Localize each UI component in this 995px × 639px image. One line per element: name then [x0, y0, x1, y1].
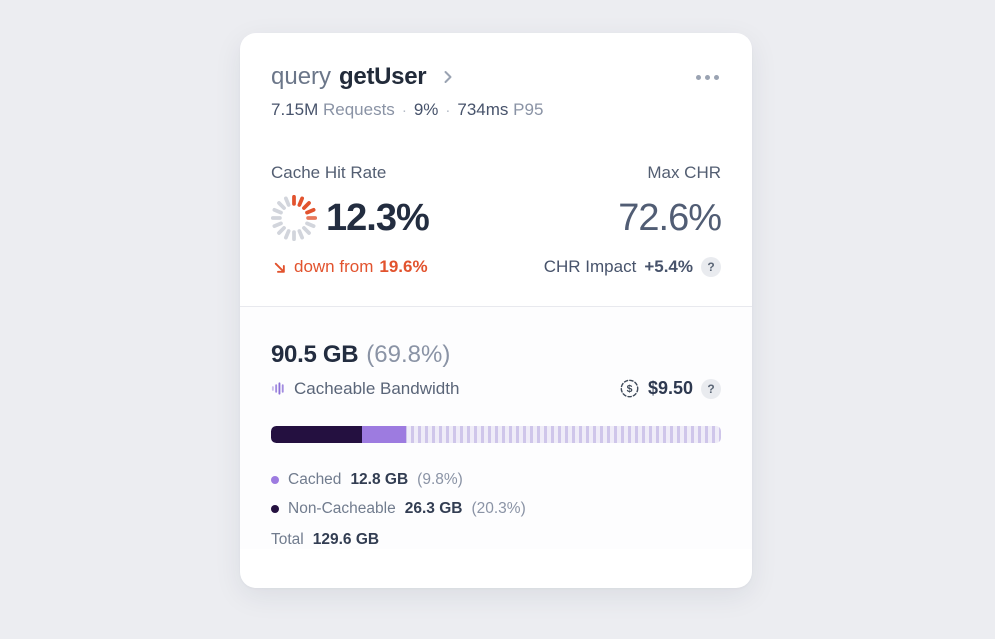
- latency-value: 734ms: [457, 100, 509, 119]
- bandwidth-section: 90.5 GB (69.8%) Cacheable Bandwidth $ $9…: [240, 307, 752, 549]
- legend-dot: [271, 505, 279, 513]
- cache-hit-rate-value: 12.3%: [326, 196, 430, 239]
- requests-label: Requests: [322, 100, 395, 119]
- bar-segment-cached: [362, 426, 407, 443]
- cache-hit-gauge-icon: [271, 195, 317, 241]
- legend-item-cached: Cached 12.8 GB (9.8%): [271, 471, 721, 489]
- bandwidth-header: 90.5 GB (69.8%): [271, 341, 721, 369]
- chr-labels-row: Cache Hit Rate Max CHR: [271, 163, 721, 183]
- total-label: Total: [271, 531, 304, 548]
- cacheable-bandwidth-label: Cacheable Bandwidth: [294, 378, 460, 398]
- legend-name: Non-Cacheable: [288, 500, 396, 517]
- chr-impact: CHR Impact +5.4% ?: [544, 257, 721, 277]
- cacheable-amount: 90.5 GB: [271, 341, 359, 368]
- bandwidth-legend: Cached 12.8 GB (9.8%) Non-Cacheable 26.3…: [271, 471, 721, 518]
- cost-help-button[interactable]: ?: [701, 378, 721, 399]
- stat-separator: ·: [445, 101, 451, 119]
- trend-value: 19.6%: [379, 257, 428, 276]
- query-type-label: query: [271, 63, 332, 90]
- bandwidth-label-row: Cacheable Bandwidth $ $9.50 ?: [271, 378, 721, 399]
- chr-subrow: down from 19.6% CHR Impact +5.4% ?: [271, 257, 721, 277]
- query-metrics-card: query getUser 7.15M Requests · 9% · 734m…: [240, 33, 752, 588]
- chr-values-row: 12.3% 72.6%: [271, 192, 722, 244]
- cache-hit-rate-label: Cache Hit Rate: [271, 163, 387, 182]
- stat-separator: ·: [401, 101, 407, 119]
- bar-segment-non-cacheable: [271, 426, 363, 443]
- bandwidth-bar: [271, 426, 721, 443]
- legend-percent: (9.8%): [417, 471, 463, 488]
- trend-indicator: down from 19.6%: [271, 257, 428, 277]
- chr-impact-value: +5.4%: [644, 257, 693, 276]
- svg-text:$: $: [627, 383, 633, 395]
- max-chr-label: Max CHR: [647, 163, 721, 182]
- total-value: 129.6 GB: [312, 531, 380, 548]
- section-divider: [240, 306, 752, 307]
- dollar-circle-icon: $: [620, 379, 639, 398]
- legend-value: 12.8 GB: [350, 471, 409, 488]
- latency-label: P95: [513, 100, 544, 119]
- more-menu-button[interactable]: [694, 69, 721, 86]
- query-stats: 7.15M Requests · 9% · 734ms P95: [271, 100, 721, 120]
- trend-text: down from: [294, 257, 374, 276]
- bandwidth-icon: [271, 382, 284, 395]
- query-title-link[interactable]: query getUser: [271, 63, 458, 91]
- rate-value: 9%: [413, 100, 439, 119]
- legend-dot: [271, 476, 279, 484]
- cacheable-percent: (69.8%): [366, 341, 451, 368]
- arrow-down-right-icon: [274, 262, 285, 273]
- legend-name: Cached: [288, 471, 342, 488]
- chr-impact-label: CHR Impact: [543, 257, 637, 276]
- chr-impact-help-button[interactable]: ?: [701, 257, 721, 277]
- max-chr-value: 72.6%: [618, 196, 722, 239]
- query-name: getUser: [339, 63, 427, 90]
- total-row: Total 129.6 GB: [271, 531, 721, 549]
- legend-item-non-cacheable: Non-Cacheable 26.3 GB (20.3%): [271, 500, 721, 518]
- cost-value: $9.50: [647, 378, 693, 398]
- legend-value: 26.3 GB: [404, 500, 463, 517]
- legend-percent: (20.3%): [471, 500, 526, 517]
- requests-value: 7.15M: [271, 100, 319, 119]
- chevron-right-icon: [438, 67, 458, 87]
- card-header: query getUser: [271, 63, 721, 91]
